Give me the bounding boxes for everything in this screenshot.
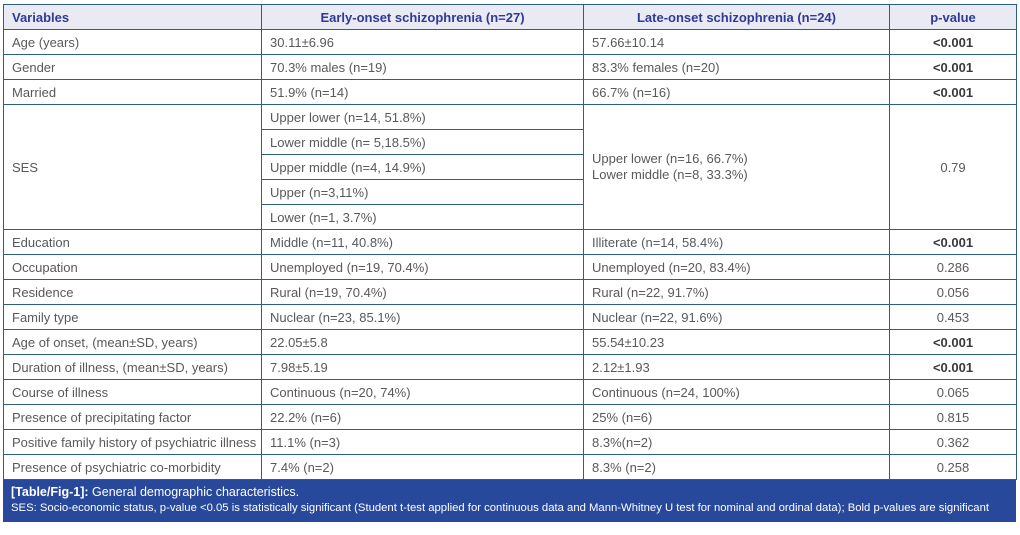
cell-p: <0.001 bbox=[889, 229, 1017, 255]
table-row: Age (years) 30.11±6.96 57.66±10.14 <0.001 bbox=[3, 29, 1017, 55]
cell-early: Lower (n=1, 3.7%) bbox=[261, 204, 584, 230]
cell-p: <0.001 bbox=[889, 54, 1017, 80]
table-row: Presence of precipitating factor 22.2% (n… bbox=[3, 404, 1017, 430]
cell-early: Middle (n=11, 40.8%) bbox=[261, 229, 584, 255]
cell-late: Upper lower (n=16, 66.7%) Lower middle (n… bbox=[583, 104, 890, 230]
cell-late: 83.3% females (n=20) bbox=[583, 54, 890, 80]
cell-early: Upper middle (n=4, 14.9%) bbox=[261, 154, 584, 180]
table-figure: Variables Early-onset schizophrenia (n=2… bbox=[3, 4, 1017, 522]
table-caption-title: [Table/Fig-1]: General demographic chara… bbox=[11, 485, 1008, 500]
cell-early: 70.3% males (n=19) bbox=[261, 54, 584, 80]
cell-var: Occupation bbox=[3, 254, 262, 280]
cell-late: 8.3% (n=2) bbox=[583, 454, 890, 480]
cell-late: 55.54±10.23 bbox=[583, 329, 890, 355]
cell-early: 11.1% (n=3) bbox=[261, 429, 584, 455]
cell-late: Unemployed (n=20, 83.4%) bbox=[583, 254, 890, 280]
cell-p: 0.258 bbox=[889, 454, 1017, 480]
cell-var: Age of onset, (mean±SD, years) bbox=[3, 329, 262, 355]
cell-late: 25% (n=6) bbox=[583, 404, 890, 430]
cell-p: 0.056 bbox=[889, 279, 1017, 305]
cell-p: 0.362 bbox=[889, 429, 1017, 455]
cell-var: Gender bbox=[3, 54, 262, 80]
column-header-variables: Variables bbox=[3, 4, 262, 30]
cell-early: 7.98±5.19 bbox=[261, 354, 584, 380]
cell-early: Rural (n=19, 70.4%) bbox=[261, 279, 584, 305]
cell-var: SES bbox=[3, 104, 262, 230]
cell-late: 57.66±10.14 bbox=[583, 29, 890, 55]
cell-early: 7.4% (n=2) bbox=[261, 454, 584, 480]
cell-early: Nuclear (n=23, 85.1%) bbox=[261, 304, 584, 330]
cell-var: Presence of precipitating factor bbox=[3, 404, 262, 430]
cell-early: Upper lower (n=14, 51.8%) bbox=[261, 104, 584, 130]
cell-p: <0.001 bbox=[889, 354, 1017, 380]
demographics-table: Variables Early-onset schizophrenia (n=2… bbox=[3, 4, 1017, 480]
column-header-late-onset: Late-onset schizophrenia (n=24) bbox=[583, 4, 890, 30]
cell-early: Unemployed (n=19, 70.4%) bbox=[261, 254, 584, 280]
cell-late: 66.7% (n=16) bbox=[583, 79, 890, 105]
cell-early: 22.2% (n=6) bbox=[261, 404, 584, 430]
table-row: Lower middle (n= 5,18.5%) bbox=[4, 129, 1017, 155]
table-caption-text: General demographic characteristics. bbox=[88, 485, 300, 499]
cell-p: 0.79 bbox=[889, 104, 1017, 230]
cell-p: <0.001 bbox=[889, 29, 1017, 55]
cell-var: Residence bbox=[3, 279, 262, 305]
cell-late: Nuclear (n=22, 91.6%) bbox=[583, 304, 890, 330]
cell-p: <0.001 bbox=[889, 79, 1017, 105]
table-row: Age of onset, (mean±SD, years) 22.05±5.8 5… bbox=[3, 329, 1017, 355]
table-row: Lower (n=1, 3.7%) bbox=[4, 204, 1017, 230]
table-caption-band: [Table/Fig-1]: General demographic chara… bbox=[3, 480, 1016, 522]
table-caption-note: SES: Socio-economic status, p-value <0.0… bbox=[11, 502, 990, 514]
cell-p: 0.286 bbox=[889, 254, 1017, 280]
cell-var: Married bbox=[3, 79, 262, 105]
cell-p: <0.001 bbox=[889, 329, 1017, 355]
table-row: Married 51.9% (n=14) 66.7% (n=16) <0.001 bbox=[3, 79, 1017, 105]
table-row: Education Middle (n=11, 40.8%) Illiterate … bbox=[3, 229, 1017, 255]
cell-early: Lower middle (n= 5,18.5%) bbox=[261, 129, 584, 155]
cell-early: 30.11±6.96 bbox=[261, 29, 584, 55]
table-row: Occupation Unemployed (n=19, 70.4%) Unempl… bbox=[3, 254, 1017, 280]
cell-var: Presence of psychiatric co-morbidity bbox=[3, 454, 262, 480]
cell-var: Family type bbox=[3, 304, 262, 330]
cell-p: 0.065 bbox=[889, 379, 1017, 405]
table-caption-tag: [Table/Fig-1]: bbox=[11, 485, 89, 499]
table-row: SES Upper lower (n=14, 51.8%) Upper lower … bbox=[3, 104, 1017, 230]
table-header-row: Variables Early-onset schizophrenia (n=2… bbox=[3, 4, 1017, 30]
cell-early: 22.05±5.8 bbox=[261, 329, 584, 355]
cell-var: Positive family history of psychiatric i… bbox=[3, 429, 262, 455]
cell-var: Course of illness bbox=[3, 379, 262, 405]
cell-late: Illiterate (n=14, 58.4%) bbox=[583, 229, 890, 255]
cell-var: Education bbox=[3, 229, 262, 255]
column-header-early-onset: Early-onset schizophrenia (n=27) bbox=[261, 4, 584, 30]
cell-late: 2.12±1.93 bbox=[583, 354, 890, 380]
table-row: Upper middle (n=4, 14.9%) bbox=[4, 154, 1017, 180]
table-row: Residence Rural (n=19, 70.4%) Rural (n=22,… bbox=[3, 279, 1017, 305]
cell-early: Upper (n=3,11%) bbox=[261, 179, 584, 205]
cell-var: Duration of illness, (mean±SD, years) bbox=[3, 354, 262, 380]
table-row: Gender 70.3% males (n=19) 83.3% females (n… bbox=[3, 54, 1017, 80]
table-row: Positive family history of psychiatric i… bbox=[3, 429, 1017, 455]
table-row: Course of illness Continuous (n=20, 74%) C… bbox=[3, 379, 1017, 405]
cell-p: 0.453 bbox=[889, 304, 1017, 330]
cell-early: 51.9% (n=14) bbox=[261, 79, 584, 105]
cell-var: Age (years) bbox=[3, 29, 262, 55]
table-body: Age (years) 30.11±6.96 57.66±10.14 <0.001 Ge… bbox=[3, 29, 1017, 480]
column-header-p-value: p-value bbox=[889, 4, 1017, 30]
table-row: Duration of illness, (mean±SD, years) 7.9… bbox=[3, 354, 1017, 380]
table-row: Family type Nuclear (n=23, 85.1%) Nuclear … bbox=[3, 304, 1017, 330]
table-row: Presence of psychiatric co-morbidity 7.4%… bbox=[3, 454, 1017, 480]
cell-early: Continuous (n=20, 74%) bbox=[261, 379, 584, 405]
cell-late: 8.3%(n=2) bbox=[583, 429, 890, 455]
cell-late: Rural (n=22, 91.7%) bbox=[583, 279, 890, 305]
cell-p: 0.815 bbox=[889, 404, 1017, 430]
cell-late: Continuous (n=24, 100%) bbox=[583, 379, 890, 405]
